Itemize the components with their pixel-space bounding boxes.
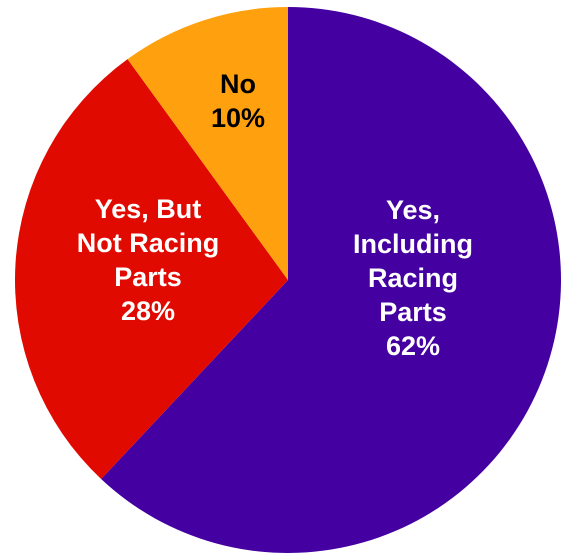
pie-labels: Yes, Including Racing Parts 62% Yes, But Not R… xyxy=(77,69,473,361)
pie-slice-label-3: No 10% xyxy=(211,69,265,133)
pie-slice-2 xyxy=(14,59,288,480)
pie-slice-label-line: Parts xyxy=(379,297,447,327)
pie-slice-label-line: Yes, But xyxy=(95,194,202,224)
pie-slice-label-line: No xyxy=(220,69,256,99)
pie-slice-label-line: Including xyxy=(353,229,473,259)
pie-slice-label-line: Parts xyxy=(114,262,182,292)
pie-slice-label-line: Yes, xyxy=(386,195,440,225)
pie-slice-3 xyxy=(127,7,288,280)
pie-slice-label-line: Racing xyxy=(368,263,458,293)
pie-slice-label-line: Not Racing xyxy=(77,228,220,258)
pie-slice-value: 28% xyxy=(121,296,175,326)
pie-slice-label-2: Yes, But Not Racing Parts 28% xyxy=(77,194,220,326)
pie-slice-label-1: Yes, Including Racing Parts 62% xyxy=(353,195,473,361)
pie-slices xyxy=(14,7,561,553)
pie-slice-1 xyxy=(101,7,561,553)
pie-slice-value: 62% xyxy=(386,331,440,361)
pie-slice-value: 10% xyxy=(211,103,265,133)
